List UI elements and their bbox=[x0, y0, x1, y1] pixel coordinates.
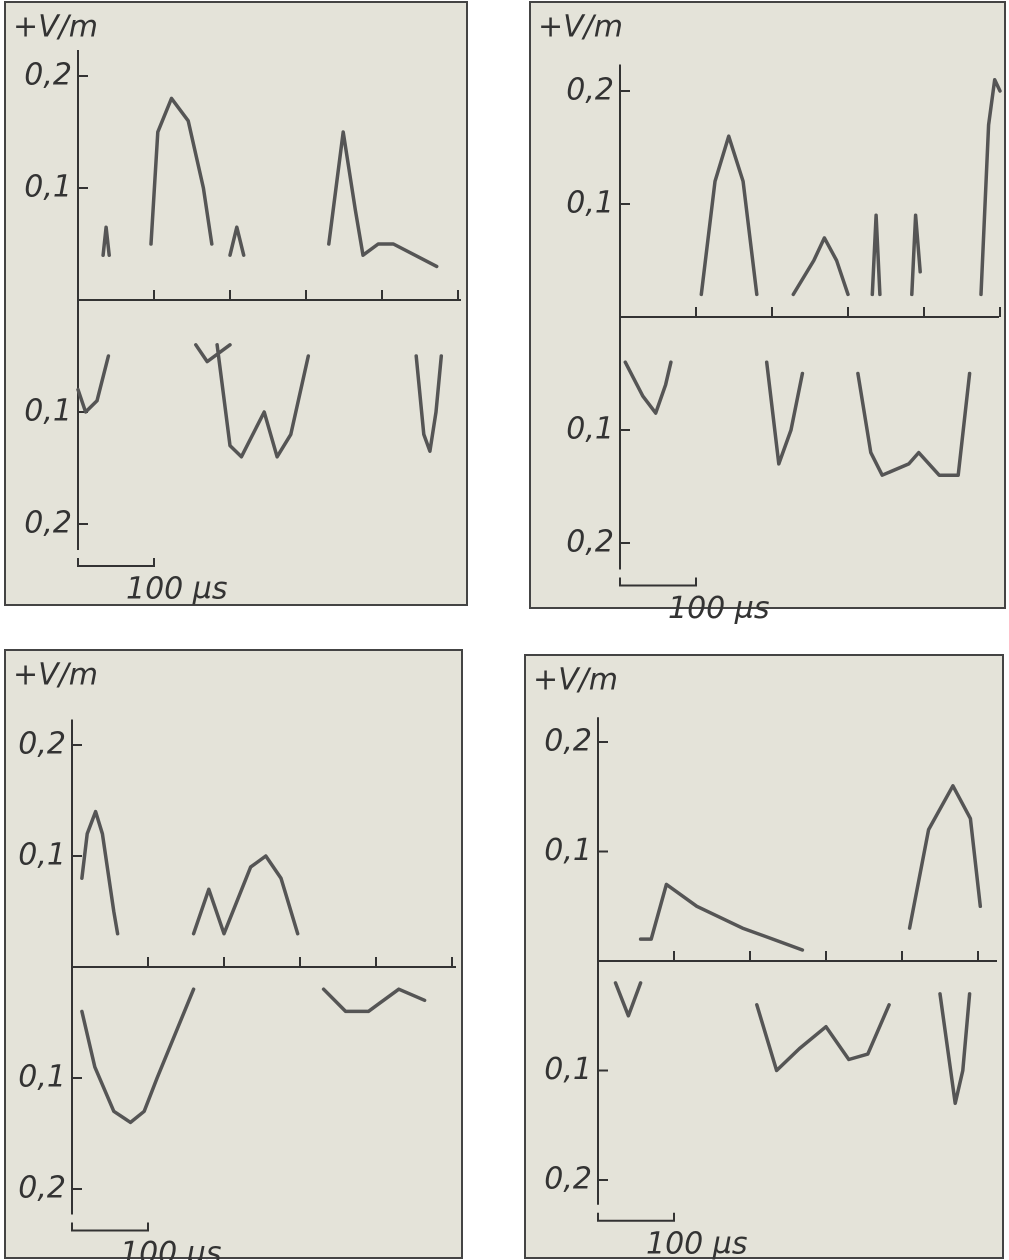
y-tick-label: 0,1 bbox=[18, 838, 66, 873]
y-tick-label: 0,1 bbox=[24, 394, 72, 429]
y-tick-label: 0,1 bbox=[18, 1060, 66, 1095]
y-tick-label: 0,2 bbox=[566, 525, 614, 560]
panel: 0,2 0,1 0,1 0,2 +V/m 100 µs bbox=[530, 2, 1005, 626]
y-tick-label: 0,2 bbox=[24, 58, 72, 93]
y-axis-label: +V/m bbox=[538, 10, 623, 45]
panel: 0,2 0,1 0,1 0,2 +V/m 100 µs bbox=[5, 2, 467, 607]
panel-background bbox=[525, 655, 1003, 1258]
panel: 0,2 0,1 0,1 0,2 +V/m 100 µs bbox=[5, 650, 462, 1260]
y-tick-label: 0,2 bbox=[566, 73, 614, 108]
scale-bar-label: 100 µs bbox=[646, 1226, 748, 1260]
y-tick-label: 0,1 bbox=[544, 833, 592, 868]
y-tick-label: 0,2 bbox=[24, 506, 72, 541]
y-axis-label: +V/m bbox=[13, 10, 98, 45]
panel-background bbox=[5, 650, 462, 1258]
y-tick-label: 0,1 bbox=[544, 1052, 592, 1087]
y-tick-label: 0,1 bbox=[566, 186, 614, 221]
y-axis-label: +V/m bbox=[533, 663, 618, 698]
panel: 0,2 0,1 0,1 0,2 +V/m 100 µs bbox=[525, 655, 1003, 1260]
y-tick-label: 0,2 bbox=[544, 1162, 592, 1197]
y-tick-label: 0,1 bbox=[566, 412, 614, 447]
y-tick-label: 0,1 bbox=[24, 170, 72, 205]
y-tick-label: 0,2 bbox=[18, 727, 66, 762]
scale-bar-label: 100 µs bbox=[126, 572, 228, 607]
scale-bar-label: 100 µs bbox=[668, 591, 770, 626]
y-tick-label: 0,2 bbox=[544, 724, 592, 759]
figure: 0,2 0,1 0,1 0,2 +V/m 100 µs 0,2 0,1 0,1 0,2 +V/m 10… bbox=[0, 0, 1009, 1260]
panel-background bbox=[5, 2, 467, 605]
y-axis-label: +V/m bbox=[13, 658, 98, 693]
scale-bar-label: 100 µs bbox=[120, 1236, 222, 1260]
y-tick-label: 0,2 bbox=[18, 1171, 66, 1206]
